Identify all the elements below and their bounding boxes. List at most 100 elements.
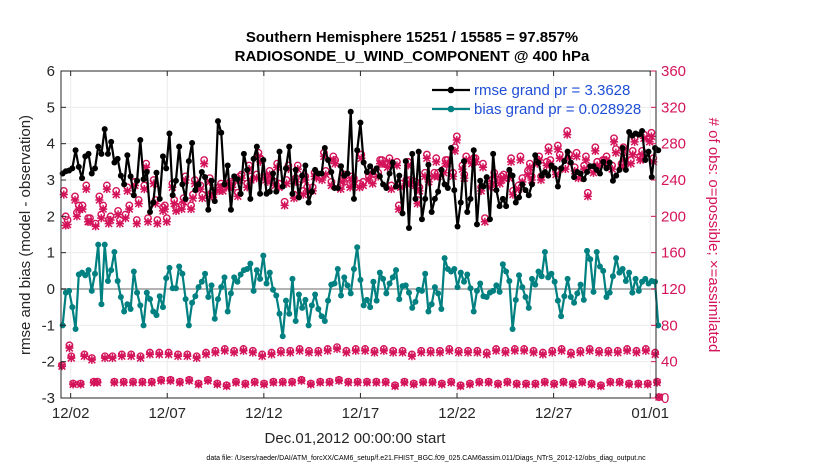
obs-assimilated-marker xyxy=(428,378,437,387)
obs-assimilated-marker xyxy=(134,199,143,208)
bias-point xyxy=(376,269,383,276)
bias-point xyxy=(535,268,542,275)
bias-point xyxy=(386,280,393,287)
rmse-point xyxy=(328,169,335,176)
bias-point xyxy=(483,293,490,300)
bias-point xyxy=(383,290,390,297)
obs-assimilated-marker xyxy=(198,194,207,203)
rmse-point xyxy=(554,183,561,190)
obs-assimilated-marker xyxy=(426,348,435,357)
bias-point xyxy=(558,313,565,320)
obs-assimilated-marker xyxy=(286,348,295,357)
obs-assimilated-marker xyxy=(638,150,647,159)
rmse-point xyxy=(117,172,124,179)
bias-point xyxy=(195,284,202,291)
bias-point xyxy=(635,287,642,294)
bias-point xyxy=(334,266,341,273)
bias-point xyxy=(331,280,338,287)
x-tick-label: 01/01 xyxy=(631,405,669,422)
obs-assimilated-marker xyxy=(314,348,323,357)
bias-point xyxy=(418,287,425,294)
obs-assimilated-marker xyxy=(357,154,366,163)
obs-assimilated-marker xyxy=(99,204,108,214)
obs-assimilated-marker xyxy=(72,212,81,221)
bias-point xyxy=(91,270,98,277)
obs-assimilated-marker xyxy=(439,168,448,177)
obs-assimilated-marker xyxy=(647,132,656,141)
obs-assimilated-marker xyxy=(445,346,454,355)
rmse-point xyxy=(282,165,289,172)
obs-assimilated-marker xyxy=(304,348,314,357)
chart-subtitle: RADIOSONDE_U_WIND_COMPONENT @ 400 hPa xyxy=(235,48,590,65)
obs-assimilated-marker xyxy=(100,353,110,363)
obs-assimilated-marker xyxy=(69,380,78,389)
y-axis-ticks: -3 -2 -1 0 1 2 3 4 5 6 xyxy=(42,63,66,407)
obs-assimilated-marker xyxy=(630,137,639,146)
bias-point xyxy=(554,297,561,304)
rmse-point xyxy=(490,150,497,157)
rmse-point xyxy=(159,153,166,160)
obs-assimilated-marker xyxy=(508,190,518,199)
bias-point xyxy=(344,282,351,289)
y2-axis-label: # of obs: o=possible; ×=assimilated xyxy=(705,118,722,353)
obs-assimilated-marker xyxy=(213,380,222,389)
obs-assimilated-marker xyxy=(200,159,209,168)
obs-assimilated-marker xyxy=(331,159,340,168)
rmse-point xyxy=(289,190,296,197)
obs-assimilated-marker xyxy=(415,186,424,195)
rmse-point xyxy=(522,187,529,194)
bias-point xyxy=(266,269,273,276)
rmse-point xyxy=(195,181,202,188)
obs-assimilated-marker xyxy=(211,348,220,357)
obs-assimilated-marker xyxy=(321,170,330,179)
obs-assimilated-marker xyxy=(323,346,332,355)
obs-assimilated-marker xyxy=(435,348,445,357)
obs-assimilated-marker xyxy=(617,163,626,172)
obs-assimilated-marker xyxy=(521,380,531,389)
rmse-point xyxy=(266,188,273,195)
obs-assimilated-marker xyxy=(342,348,351,357)
bias-point xyxy=(580,296,587,303)
obs-assimilated-marker xyxy=(78,204,87,214)
bias-point xyxy=(619,266,626,273)
bias-point xyxy=(606,289,613,296)
rmse-point xyxy=(172,177,179,184)
bias-point xyxy=(205,293,212,300)
rmse-point xyxy=(367,163,374,170)
obs-assimilated-marker xyxy=(409,380,418,389)
obs-assimilated-marker xyxy=(299,190,308,199)
y-tick-label: 2 xyxy=(47,208,55,225)
rmse-point xyxy=(399,210,406,217)
obs-assimilated-marker xyxy=(160,204,169,214)
rmse-point xyxy=(431,195,438,202)
obs-assimilated-marker xyxy=(578,378,587,387)
obs-assimilated-marker xyxy=(523,170,533,179)
obs-assimilated-marker xyxy=(484,378,493,387)
bias-point xyxy=(260,252,267,259)
rmse-point xyxy=(457,199,464,206)
rmse-point xyxy=(409,150,416,157)
bias-point xyxy=(117,293,124,300)
rmse-point xyxy=(567,159,574,166)
obs-assimilated-marker xyxy=(493,380,503,389)
rmse-point xyxy=(308,188,315,195)
y-tick-label: 0 xyxy=(47,281,55,298)
obs-assimilated-marker xyxy=(346,183,355,192)
bias-point xyxy=(198,278,205,285)
rmse-point xyxy=(198,169,205,176)
rmse-point xyxy=(438,166,445,173)
obs-assimilated-marker xyxy=(332,344,342,354)
obs-assimilated-marker xyxy=(606,378,615,387)
obs-assimilated-marker xyxy=(289,194,299,203)
obs-assimilated-marker xyxy=(258,352,267,361)
rmse-point xyxy=(545,172,552,179)
obs-assimilated-marker xyxy=(576,348,585,357)
rmse-point xyxy=(214,118,221,125)
bias-point xyxy=(435,290,442,297)
bias-point xyxy=(609,273,616,280)
obs-assimilated-marker xyxy=(85,217,95,226)
rmse-point xyxy=(224,162,231,169)
bias-point xyxy=(538,273,545,280)
obs-assimilated-marker xyxy=(106,215,115,225)
